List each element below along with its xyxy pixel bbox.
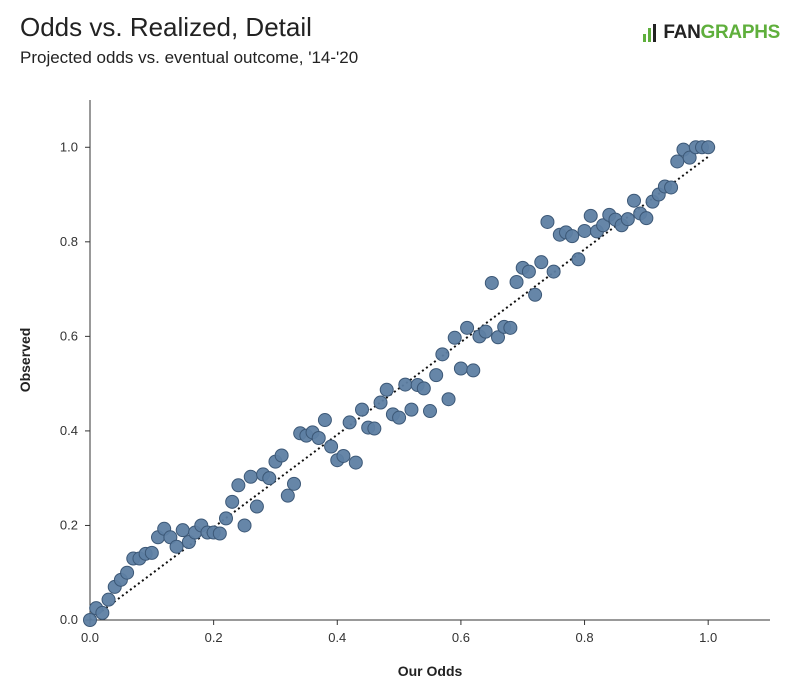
data-point xyxy=(546,264,561,279)
data-point xyxy=(274,448,289,463)
data-point xyxy=(509,275,524,289)
data-point xyxy=(429,368,444,383)
data-point xyxy=(237,518,252,533)
logo-text-graphs: GRAPHS xyxy=(700,22,781,43)
data-point xyxy=(280,488,295,503)
data-point xyxy=(262,471,277,486)
x-tick-label: 0.8 xyxy=(576,630,594,645)
data-point xyxy=(664,180,679,195)
data-point xyxy=(639,211,654,226)
data-point xyxy=(491,330,505,345)
data-point xyxy=(101,592,116,607)
data-point xyxy=(144,545,159,560)
data-point xyxy=(682,150,697,165)
data-point xyxy=(95,605,110,620)
data-point xyxy=(521,264,536,279)
data-point xyxy=(701,140,716,155)
data-point xyxy=(342,415,357,430)
data-point xyxy=(484,275,499,290)
data-point xyxy=(120,565,135,580)
x-tick-label: 0.6 xyxy=(452,630,470,645)
data-point xyxy=(336,448,351,463)
data-point xyxy=(225,494,240,509)
data-point xyxy=(367,421,382,436)
data-points xyxy=(83,140,716,627)
data-point xyxy=(528,287,543,302)
fangraphs-logo: FAN GRAPHS xyxy=(641,20,780,46)
data-point xyxy=(404,402,419,417)
data-point xyxy=(453,361,468,376)
x-tick-label: 1.0 xyxy=(699,630,717,645)
data-point xyxy=(398,377,413,392)
data-point xyxy=(231,478,246,493)
data-point xyxy=(441,392,456,407)
data-point xyxy=(348,455,363,470)
data-point xyxy=(379,382,394,397)
y-axis-label: Observed xyxy=(17,328,33,393)
data-point xyxy=(447,330,462,345)
data-point xyxy=(219,511,233,526)
data-point xyxy=(583,208,598,223)
data-point xyxy=(540,214,555,229)
data-point xyxy=(534,255,549,270)
x-tick-label: 0.4 xyxy=(328,630,346,645)
data-point xyxy=(355,402,369,417)
trend-line xyxy=(89,155,709,621)
data-point xyxy=(311,431,326,445)
data-point xyxy=(212,526,227,541)
data-point xyxy=(175,523,190,538)
data-point xyxy=(243,469,258,484)
data-point xyxy=(373,395,388,410)
data-point xyxy=(627,193,641,208)
data-point xyxy=(416,381,431,396)
x-tick-label: 0.2 xyxy=(205,630,223,645)
data-point xyxy=(287,476,301,491)
logo-text-fan: FAN xyxy=(663,22,701,43)
data-point xyxy=(571,252,586,267)
data-point xyxy=(565,229,580,244)
data-point xyxy=(324,439,339,454)
data-point xyxy=(83,613,97,627)
data-point xyxy=(577,223,592,238)
chart-subtitle: Projected odds vs. eventual outcome, '14… xyxy=(20,48,359,67)
data-point xyxy=(466,363,481,378)
y-tick-label: 0.8 xyxy=(60,234,78,249)
data-point xyxy=(478,324,493,339)
data-point xyxy=(249,499,264,514)
x-axis-label: Our Odds xyxy=(398,663,463,679)
y-tick-label: 0.4 xyxy=(60,423,78,438)
data-point xyxy=(317,413,332,428)
axes xyxy=(89,100,770,621)
data-point xyxy=(423,404,437,419)
x-tick-label: 0.0 xyxy=(81,630,99,645)
data-point xyxy=(503,320,518,335)
data-point xyxy=(460,320,475,335)
y-tick-label: 1.0 xyxy=(60,139,78,154)
y-tick-label: 0.2 xyxy=(60,517,78,532)
chart-title: Odds vs. Realized, Detail xyxy=(20,12,312,42)
data-point xyxy=(596,218,611,233)
fangraphs-bars-icon xyxy=(643,24,657,42)
data-point xyxy=(435,347,450,362)
ticks: 0.0 0.2 0.4 0.6 0.8 1.0 0.0 0.2 0.4 0.6 0.8 1.0 xyxy=(60,139,717,645)
data-point xyxy=(169,539,184,554)
y-tick-label: 0.0 xyxy=(60,612,78,627)
y-tick-label: 0.6 xyxy=(60,328,78,343)
data-point xyxy=(392,410,407,425)
data-point xyxy=(620,212,635,227)
data-point xyxy=(670,154,685,169)
